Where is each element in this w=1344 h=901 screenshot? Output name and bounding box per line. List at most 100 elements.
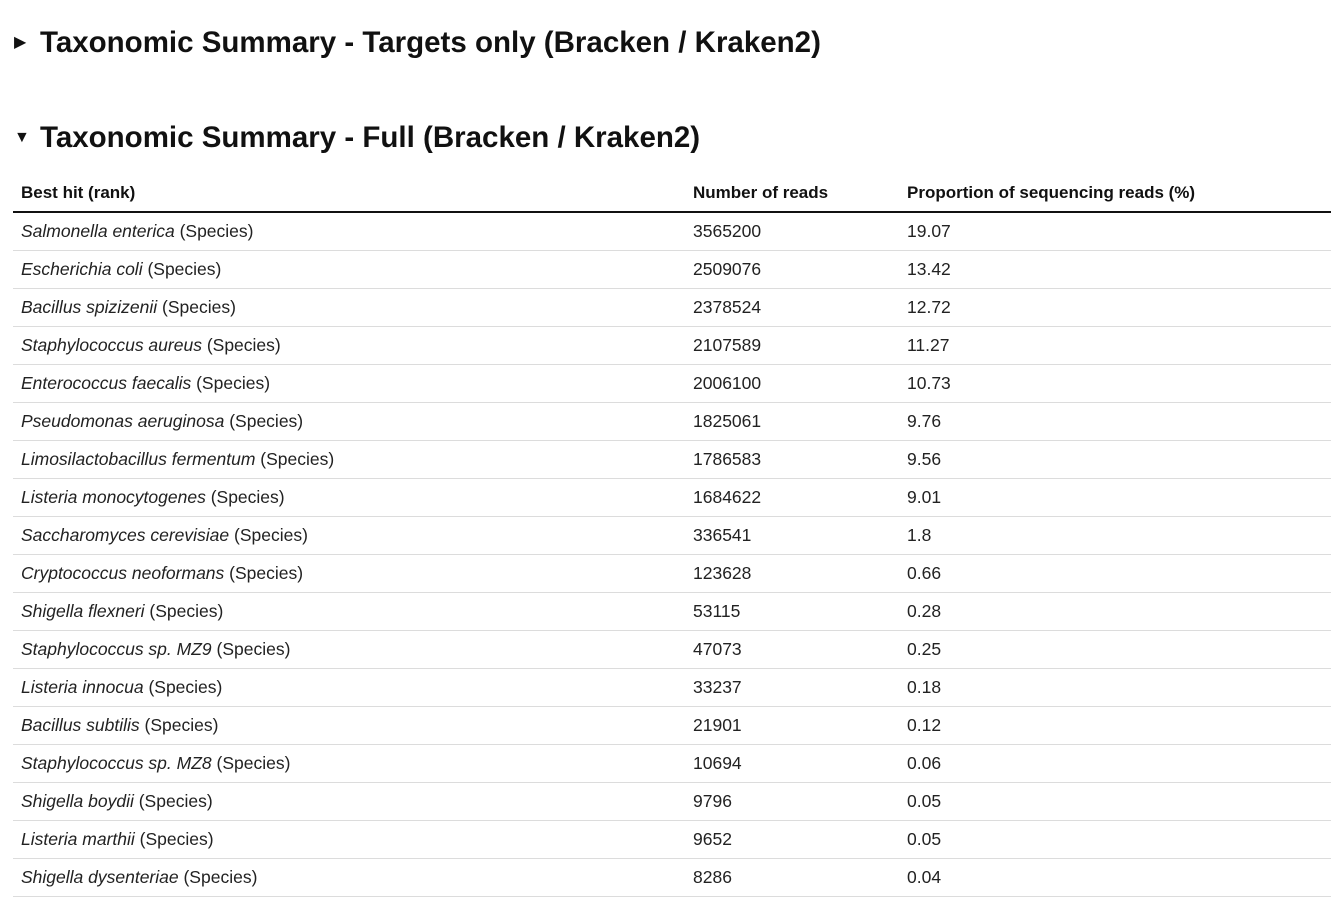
table-row: Staphylococcus aureus (Species) 2107589 11… bbox=[13, 326, 1331, 365]
cell-best-hit: Escherichia coli (Species) bbox=[13, 250, 685, 289]
table-row: Listeria monocytogenes (Species) 1684622 9… bbox=[13, 478, 1331, 517]
cell-best-hit: Shigella boydii (Species) bbox=[13, 782, 685, 821]
species-name: Shigella dysenteriae bbox=[21, 867, 179, 887]
cell-proportion: 19.07 bbox=[899, 212, 1331, 251]
cell-best-hit: Listeria monocytogenes (Species) bbox=[13, 478, 685, 517]
taxonomic-rank: (Species) bbox=[149, 601, 224, 621]
cell-number-of-reads: 9796 bbox=[685, 782, 899, 821]
taxonomic-rank: (Species) bbox=[260, 449, 335, 469]
table-row: Bacillus subtilis (Species) 21901 0.12 bbox=[13, 706, 1331, 745]
cell-proportion: 0.12 bbox=[899, 706, 1331, 745]
species-name: Saccharomyces cerevisiae bbox=[21, 525, 230, 545]
taxonomic-rank: (Species) bbox=[216, 753, 291, 773]
cell-number-of-reads: 2509076 bbox=[685, 250, 899, 289]
taxonomic-rank: (Species) bbox=[234, 525, 308, 545]
cell-number-of-reads: 3565200 bbox=[685, 212, 899, 251]
cell-proportion: 9.76 bbox=[899, 402, 1331, 441]
cell-number-of-reads: 10694 bbox=[685, 744, 899, 783]
species-name: Salmonella enterica bbox=[21, 221, 175, 241]
taxonomic-rank: (Species) bbox=[148, 677, 223, 697]
species-name: Cryptococcus neoformans bbox=[21, 563, 225, 583]
taxonomic-rank: (Species) bbox=[206, 335, 281, 355]
species-name: Listeria marthii bbox=[21, 829, 135, 849]
taxonomic-rank: (Species) bbox=[210, 487, 285, 507]
table-row: Listeria innocua (Species) 33237 0.18 bbox=[13, 668, 1331, 707]
cell-best-hit: Enterococcus faecalis (Species) bbox=[13, 364, 685, 403]
table-row: Staphylococcus sp. MZ8 (Species) 10694 0.0… bbox=[13, 744, 1331, 783]
table-row: Shigella boydii (Species) 9796 0.05 bbox=[13, 782, 1331, 821]
cell-best-hit: Bacillus subtilis (Species) bbox=[13, 706, 685, 745]
taxonomic-rank: (Species) bbox=[139, 829, 214, 849]
cell-best-hit: Shigella flexneri (Species) bbox=[13, 592, 685, 631]
species-name: Escherichia coli bbox=[21, 259, 143, 279]
cell-number-of-reads: 1684622 bbox=[685, 478, 899, 517]
species-name: Pseudomonas aeruginosa bbox=[21, 411, 225, 431]
taxonomic-rank: (Species) bbox=[179, 221, 254, 241]
table-row: Salmonella enterica (Species) 3565200 19.0… bbox=[13, 212, 1331, 251]
taxonomic-rank: (Species) bbox=[196, 373, 271, 393]
cell-proportion: 0.04 bbox=[899, 858, 1331, 897]
table-body: Salmonella enterica (Species) 3565200 19.0… bbox=[13, 212, 1331, 897]
taxonomic-rank: (Species) bbox=[229, 411, 304, 431]
species-name: Listeria innocua bbox=[21, 677, 144, 697]
cell-proportion: 9.01 bbox=[899, 478, 1331, 517]
section-title-full: Taxonomic Summary - Full (Bracken / Krak… bbox=[40, 121, 701, 154]
species-name: Staphylococcus sp. MZ9 bbox=[21, 639, 212, 659]
cell-proportion: 10.73 bbox=[899, 364, 1331, 403]
cell-number-of-reads: 33237 bbox=[685, 668, 899, 707]
taxonomic-rank: (Species) bbox=[229, 563, 304, 583]
table-row: Staphylococcus sp. MZ9 (Species) 47073 0.2… bbox=[13, 630, 1331, 669]
cell-number-of-reads: 1825061 bbox=[685, 402, 899, 441]
cell-best-hit: Staphylococcus sp. MZ9 (Species) bbox=[13, 630, 685, 669]
section-toggle-targets-only[interactable]: ▶ Taxonomic Summary - Targets only (Brac… bbox=[14, 26, 821, 60]
cell-number-of-reads: 2006100 bbox=[685, 364, 899, 403]
table-row: Shigella dysenteriae (Species) 8286 0.04 bbox=[13, 858, 1331, 897]
cell-proportion: 0.25 bbox=[899, 630, 1331, 669]
cell-best-hit: Staphylococcus aureus (Species) bbox=[13, 326, 685, 365]
cell-number-of-reads: 47073 bbox=[685, 630, 899, 669]
cell-proportion: 0.06 bbox=[899, 744, 1331, 783]
species-name: Staphylococcus aureus bbox=[21, 335, 202, 355]
taxonomic-rank: (Species) bbox=[147, 259, 222, 279]
cell-proportion: 0.05 bbox=[899, 820, 1331, 859]
cell-best-hit: Salmonella enterica (Species) bbox=[13, 212, 685, 251]
species-name: Listeria monocytogenes bbox=[21, 487, 206, 507]
species-name: Shigella boydii bbox=[21, 791, 134, 811]
cell-number-of-reads: 9652 bbox=[685, 820, 899, 859]
species-name: Staphylococcus sp. MZ8 bbox=[21, 753, 212, 773]
taxonomic-rank: (Species) bbox=[144, 715, 219, 735]
table-row: Escherichia coli (Species) 2509076 13.42 bbox=[13, 250, 1331, 289]
cell-number-of-reads: 8286 bbox=[685, 858, 899, 897]
cell-number-of-reads: 1786583 bbox=[685, 440, 899, 479]
cell-proportion: 0.18 bbox=[899, 668, 1331, 707]
cell-number-of-reads: 2107589 bbox=[685, 326, 899, 365]
table-row: Shigella flexneri (Species) 53115 0.28 bbox=[13, 592, 1331, 631]
collapsed-triangle-icon: ▶ bbox=[14, 34, 27, 51]
species-name: Bacillus subtilis bbox=[21, 715, 140, 735]
cell-best-hit: Bacillus spizizenii (Species) bbox=[13, 288, 685, 327]
cell-number-of-reads: 21901 bbox=[685, 706, 899, 745]
cell-best-hit: Saccharomyces cerevisiae (Species) bbox=[13, 516, 685, 555]
cell-proportion: 0.66 bbox=[899, 554, 1331, 593]
table-row: Bacillus spizizenii (Species) 2378524 12.7… bbox=[13, 288, 1331, 327]
table-header-row: Best hit (rank) Number of reads Proporti… bbox=[13, 174, 1331, 213]
cell-proportion: 0.28 bbox=[899, 592, 1331, 631]
section-toggle-full[interactable]: ▼ Taxonomic Summary - Full (Bracken / Kr… bbox=[14, 121, 700, 155]
expanded-triangle-icon: ▼ bbox=[14, 129, 30, 146]
cell-best-hit: Pseudomonas aeruginosa (Species) bbox=[13, 402, 685, 441]
cell-proportion: 13.42 bbox=[899, 250, 1331, 289]
table-row: Enterococcus faecalis (Species) 2006100 10… bbox=[13, 364, 1331, 403]
cell-proportion: 1.8 bbox=[899, 516, 1331, 555]
species-name: Enterococcus faecalis bbox=[21, 373, 192, 393]
taxonomic-rank: (Species) bbox=[162, 297, 236, 317]
cell-best-hit: Limosilactobacillus fermentum (Species) bbox=[13, 440, 685, 479]
species-name: Limosilactobacillus fermentum bbox=[21, 449, 256, 469]
taxonomic-rank: (Species) bbox=[216, 639, 291, 659]
cell-proportion: 11.27 bbox=[899, 326, 1331, 365]
table-row: Limosilactobacillus fermentum (Species) 1… bbox=[13, 440, 1331, 479]
cell-number-of-reads: 53115 bbox=[685, 592, 899, 631]
cell-best-hit: Shigella dysenteriae (Species) bbox=[13, 858, 685, 897]
cell-best-hit: Staphylococcus sp. MZ8 (Species) bbox=[13, 744, 685, 783]
table-row: Saccharomyces cerevisiae (Species) 336541… bbox=[13, 516, 1331, 555]
